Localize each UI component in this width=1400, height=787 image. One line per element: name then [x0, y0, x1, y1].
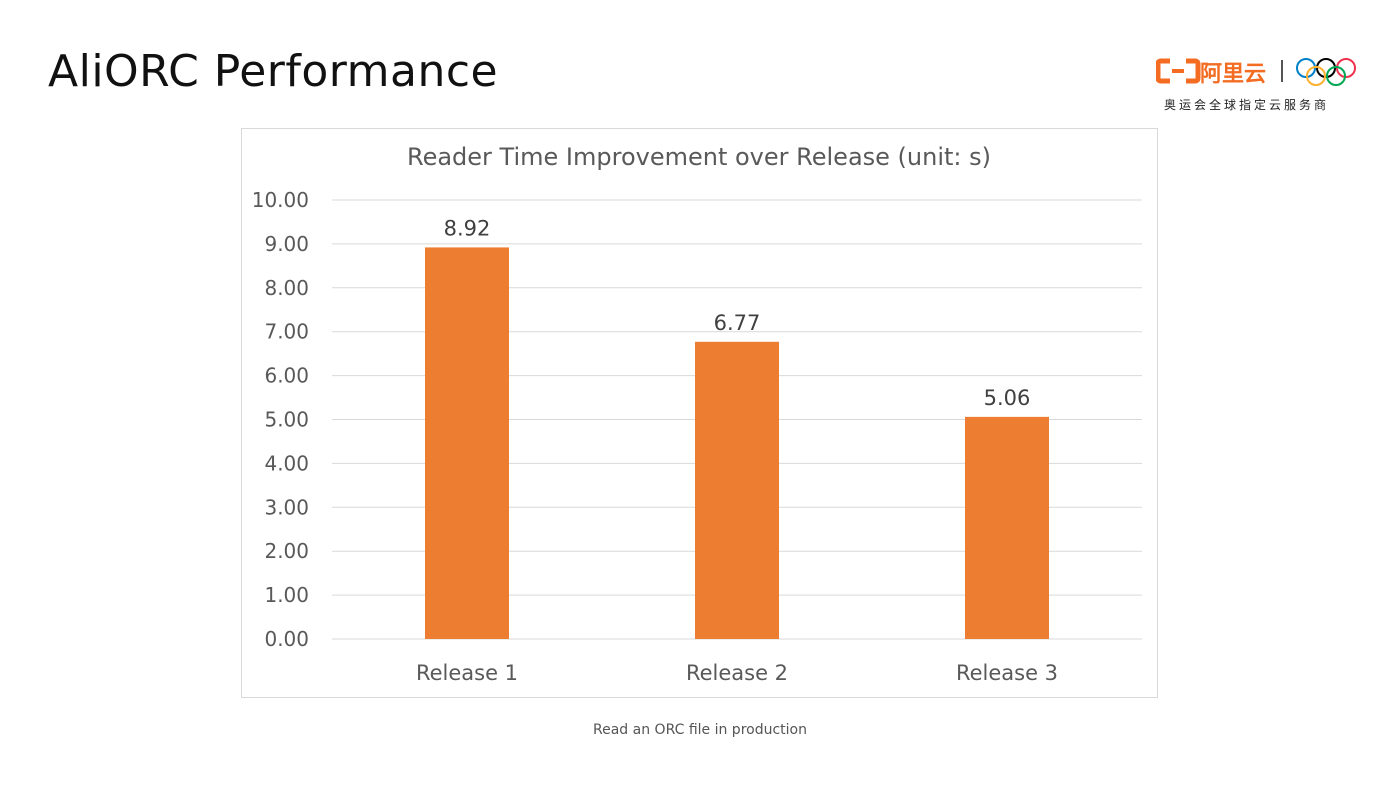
- y-tick-label: 9.00: [264, 232, 309, 256]
- y-tick-label: 10.00: [252, 188, 309, 212]
- bar: [965, 416, 1049, 639]
- y-tick-label: 7.00: [264, 320, 309, 344]
- x-axis-tick-labels: Release 1 Release 2 Release 3: [416, 661, 1058, 685]
- y-tick-label: 1.00: [264, 583, 309, 607]
- data-labels: 8.92 6.77 5.06: [444, 216, 1031, 409]
- bar-chart: Reader Time Improvement over Release (un…: [252, 143, 1142, 685]
- logo-brand-text: 阿里云: [1200, 62, 1267, 87]
- bars: [425, 247, 1049, 640]
- sponsor-logo: 阿里云 奥运会全球指定云服务商: [1150, 54, 1360, 114]
- x-tick-label: Release 3: [956, 661, 1058, 685]
- logo-tagline: 奥运会全球指定云服务商: [1164, 98, 1330, 112]
- chart-title: Reader Time Improvement over Release (un…: [407, 143, 991, 171]
- olympic-rings-icon: [1296, 58, 1356, 86]
- y-tick-label: 0.00: [264, 627, 309, 651]
- bar: [695, 341, 779, 639]
- slide-title: AliORC Performance: [48, 46, 499, 97]
- logo-divider: [1281, 60, 1283, 82]
- data-label: 5.06: [984, 386, 1031, 410]
- bar: [425, 247, 509, 640]
- x-tick-label: Release 2: [686, 661, 788, 685]
- y-tick-label: 3.00: [264, 495, 309, 519]
- y-axis-tick-labels: 0.00 1.00 2.00 3.00 4.00 5.00 6.00 7.00 8.00 9.00…: [252, 188, 309, 651]
- y-tick-label: 5.00: [264, 408, 309, 432]
- x-tick-label: Release 1: [416, 661, 518, 685]
- data-label: 6.77: [714, 311, 761, 335]
- data-label: 8.92: [444, 216, 491, 240]
- y-tick-label: 6.00: [264, 364, 309, 388]
- y-tick-label: 4.00: [264, 451, 309, 475]
- y-tick-label: 8.00: [264, 276, 309, 300]
- chart-frame: Reader Time Improvement over Release (un…: [241, 128, 1158, 698]
- aliyun-bracket-icon: [1156, 58, 1201, 84]
- slide-caption: Read an ORC file in production: [593, 722, 807, 738]
- y-tick-label: 2.00: [264, 539, 309, 563]
